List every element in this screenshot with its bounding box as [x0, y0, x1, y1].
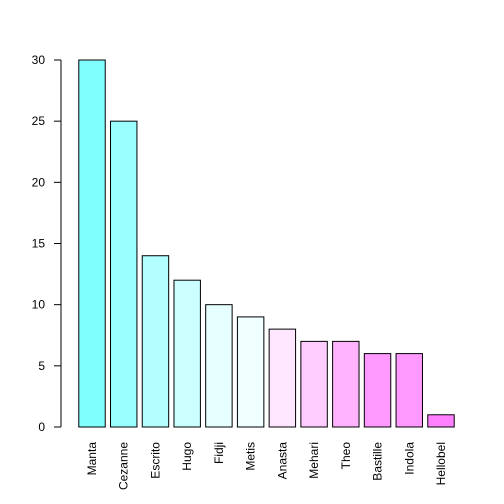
- x-tick-label: Fidji: [212, 442, 226, 464]
- y-tick-label: 5: [38, 359, 45, 373]
- y-axis: 0 5 10 15 20 25 30: [32, 53, 62, 434]
- bar-indola: [395, 353, 423, 428]
- y-tick-label: 10: [32, 298, 46, 312]
- x-tick-label: Indola: [402, 442, 416, 475]
- x-tick-label: Hellobel: [434, 442, 448, 485]
- x-tick-label: Hugo: [180, 442, 194, 471]
- x-tick-label: Manta: [85, 442, 99, 476]
- bar-escrito: [141, 255, 170, 428]
- bar-metis: [236, 316, 265, 428]
- bar-mehari: [300, 340, 328, 428]
- x-tick-label: Cezanne: [117, 442, 131, 490]
- bar-hellobel: [427, 414, 455, 428]
- x-tick-label: Metis: [244, 442, 258, 471]
- bar-bastille: [363, 353, 392, 428]
- bar-anasta: [268, 328, 297, 428]
- x-tick-label: Escrito: [148, 442, 162, 479]
- y-tick-label: 25: [32, 114, 46, 128]
- y-tick-label: 30: [32, 53, 46, 67]
- bars: [78, 59, 455, 428]
- x-axis-labels: Manta Cezanne Escrito Hugo Fidji Metis Anasta M…: [85, 442, 448, 490]
- x-tick-label: Theo: [339, 442, 353, 470]
- x-tick-label: Bastille: [371, 442, 385, 481]
- bar-hugo: [173, 279, 201, 428]
- y-tick-label: 15: [32, 237, 46, 251]
- y-tick-label: 20: [32, 175, 46, 189]
- bar-theo: [332, 340, 360, 428]
- bar-fidji: [205, 304, 233, 428]
- bar-cezanne: [110, 120, 138, 428]
- y-tick-label: 0: [38, 420, 45, 434]
- x-tick-label: Mehari: [307, 442, 321, 479]
- x-tick-label: Anasta: [275, 442, 289, 480]
- bar-manta: [78, 59, 106, 428]
